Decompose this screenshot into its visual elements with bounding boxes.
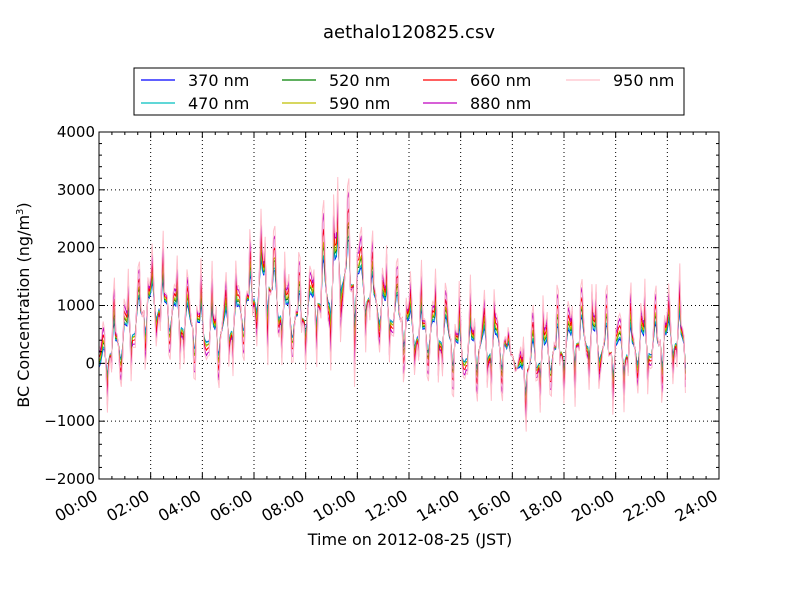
y-tick-label: 1000 <box>57 297 95 315</box>
y-tick-label: 3000 <box>57 181 95 199</box>
series-line-950-nm <box>98 176 686 432</box>
grid-lines <box>99 132 719 479</box>
y-tick-label: 4000 <box>57 123 95 141</box>
chart-title: aethalo120825.csv <box>323 22 495 43</box>
y-tick-label: −2000 <box>44 470 95 488</box>
x-axis-label: Time on 2012-08-25 (JST) <box>307 530 512 549</box>
legend-label: 520 nm <box>329 71 390 90</box>
y-axis-label-superscript: 3 <box>15 209 26 215</box>
y-tick-label: 2000 <box>57 239 95 257</box>
legend-label: 470 nm <box>188 94 249 113</box>
y-axis-label-main: BC Concentration (ng/m <box>14 215 33 408</box>
y-tick-label: 0 <box>85 354 95 372</box>
legend-label: 590 nm <box>329 94 390 113</box>
legend-label: 370 nm <box>188 71 249 90</box>
legend-label: 950 nm <box>613 71 674 90</box>
legend-label: 660 nm <box>470 71 531 90</box>
legend-label: 880 nm <box>470 94 531 113</box>
legend: 370 nm 470 nm 520 nm 590 nm 660 nm 880 nm 950 … <box>133 67 685 116</box>
y-axis-label: BC Concentration (ng/m3) <box>14 202 33 407</box>
series-lines <box>98 176 686 432</box>
y-tick-label: −1000 <box>44 412 95 430</box>
legend-frame <box>133 67 685 116</box>
y-axis-label-tail: ) <box>14 202 33 208</box>
